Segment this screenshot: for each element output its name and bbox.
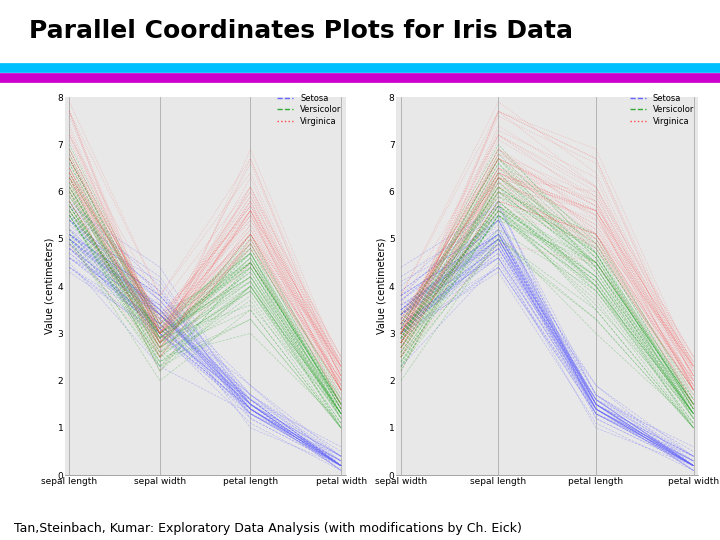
Y-axis label: Value (centimeters): Value (centimeters) (45, 238, 55, 334)
Text: Parallel Coordinates Plots for Iris Data: Parallel Coordinates Plots for Iris Data (29, 19, 573, 43)
Y-axis label: Value (centimeters): Value (centimeters) (376, 238, 386, 334)
Text: Tan,Steinbach, Kumar: Exploratory Data Analysis (with modifications by Ch. Eick): Tan,Steinbach, Kumar: Exploratory Data A… (14, 522, 522, 535)
Legend: Setosa, Versicolor, Virginica: Setosa, Versicolor, Virginica (276, 94, 341, 126)
Legend: Setosa, Versicolor, Virginica: Setosa, Versicolor, Virginica (629, 94, 694, 126)
